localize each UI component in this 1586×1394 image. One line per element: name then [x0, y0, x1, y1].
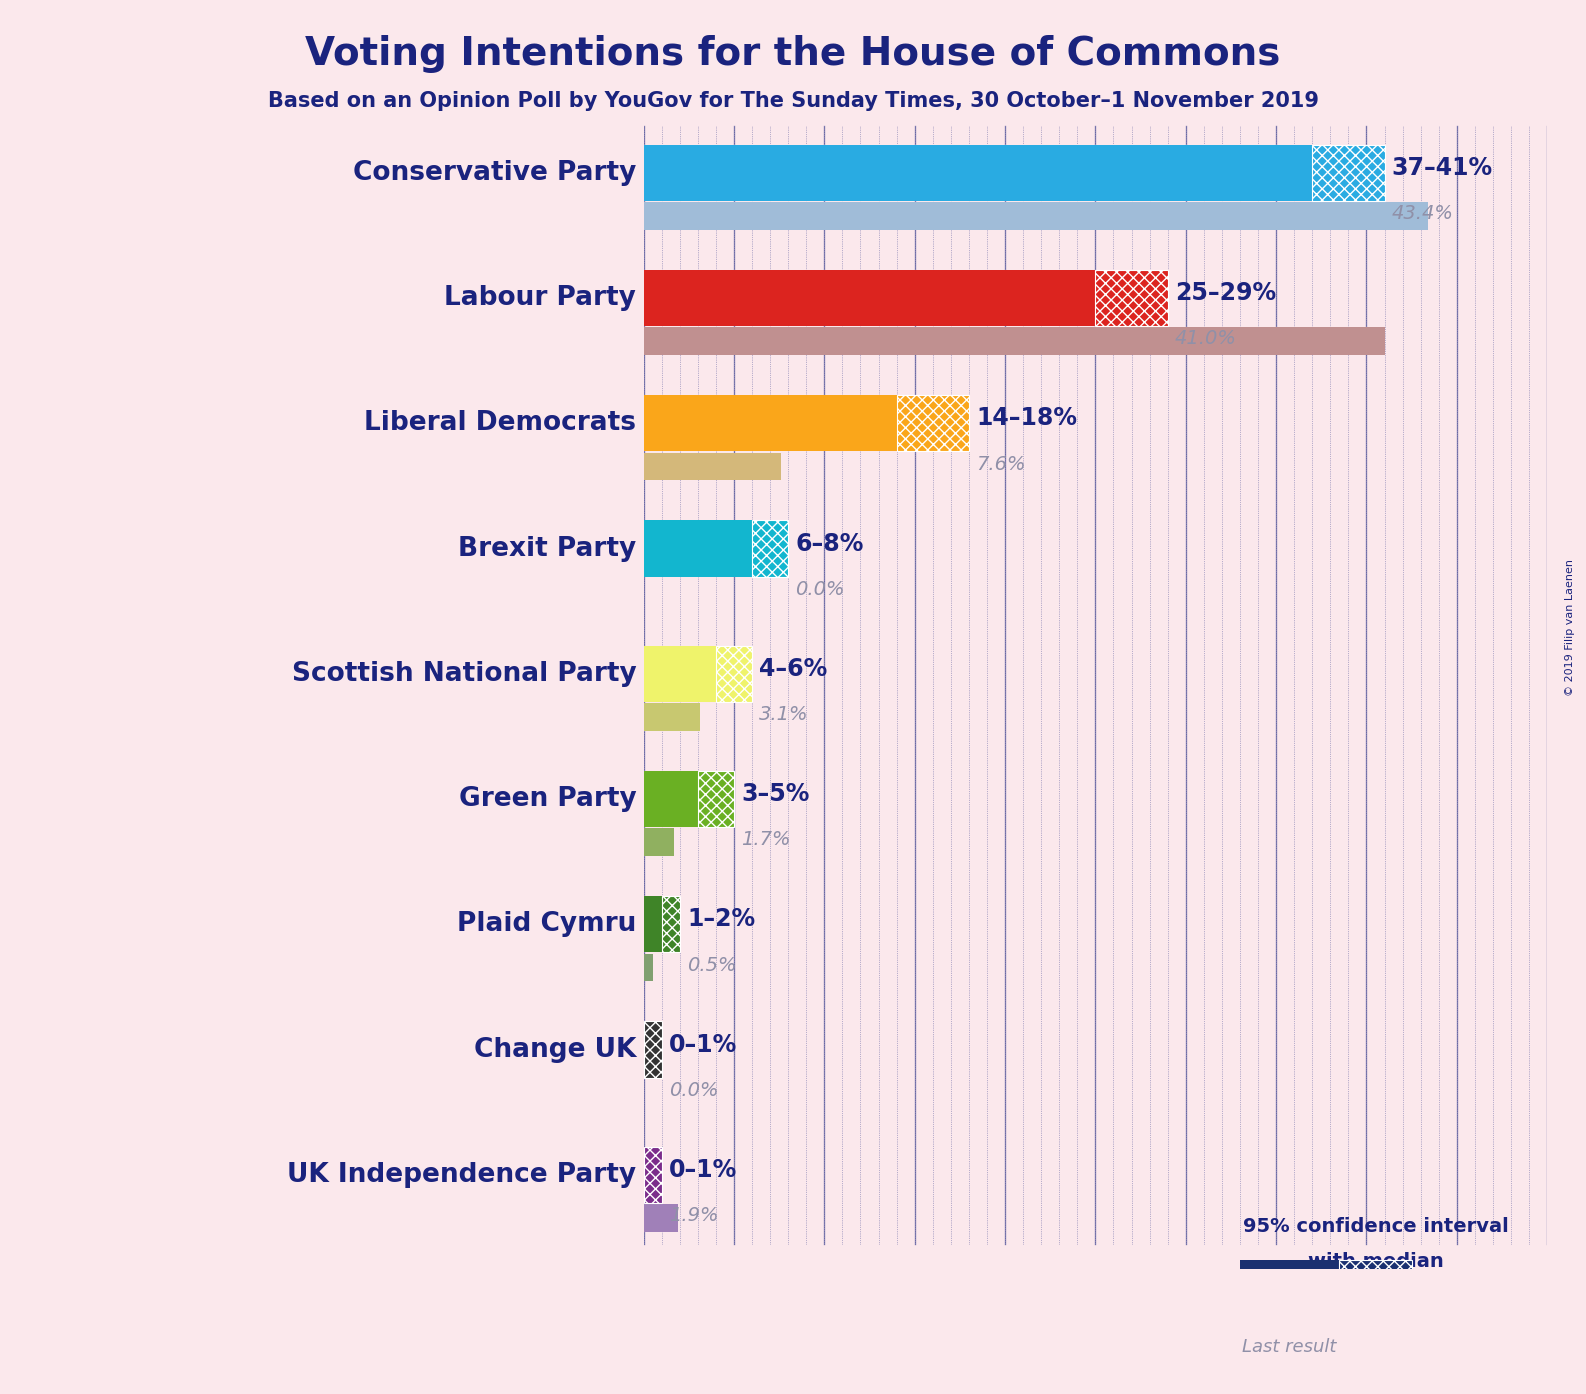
Bar [644, 703, 699, 730]
Bar [644, 453, 780, 481]
Bar [644, 270, 1096, 326]
Text: Based on an Opinion Poll by YouGov for The Sunday Times, 30 October–1 November 2: Based on an Opinion Poll by YouGov for T… [268, 91, 1318, 110]
Text: Last result: Last result [1242, 1338, 1337, 1355]
Text: 3.1%: 3.1% [760, 705, 809, 723]
Text: 0.5%: 0.5% [687, 955, 736, 974]
Bar [896, 395, 969, 452]
Text: 6–8%: 6–8% [796, 531, 864, 556]
Bar [1339, 1260, 1412, 1295]
Text: 1–2%: 1–2% [687, 907, 755, 931]
Bar [715, 645, 752, 703]
Bar [644, 202, 1427, 230]
Bar [644, 1022, 661, 1078]
Text: 41.0%: 41.0% [1175, 329, 1237, 348]
Bar [644, 1147, 661, 1203]
Text: © 2019 Filip van Laenen: © 2019 Filip van Laenen [1565, 559, 1575, 696]
Bar [1312, 145, 1385, 201]
Bar [644, 328, 1385, 355]
Bar [644, 1147, 661, 1203]
Text: 0.0%: 0.0% [669, 1080, 718, 1100]
Bar [698, 771, 734, 827]
Text: 4–6%: 4–6% [760, 657, 828, 680]
Text: with median: with median [1307, 1252, 1443, 1271]
Bar [644, 645, 715, 703]
Text: 25–29%: 25–29% [1175, 282, 1277, 305]
Bar [1240, 1299, 1339, 1322]
Text: UK Independence Party: UK Independence Party [287, 1161, 636, 1188]
Bar [752, 520, 788, 577]
Text: Conservative Party: Conservative Party [354, 160, 636, 185]
Bar [644, 1204, 677, 1232]
Text: 7.6%: 7.6% [975, 454, 1026, 474]
Text: Voting Intentions for the House of Commons: Voting Intentions for the House of Commo… [306, 35, 1280, 72]
Bar [644, 1022, 661, 1078]
Text: 95% confidence interval: 95% confidence interval [1243, 1217, 1508, 1235]
Text: 3–5%: 3–5% [741, 782, 809, 806]
Text: 37–41%: 37–41% [1393, 156, 1492, 180]
Bar [644, 896, 661, 952]
Text: 14–18%: 14–18% [975, 406, 1077, 431]
Text: Labour Party: Labour Party [444, 284, 636, 311]
Text: Liberal Democrats: Liberal Democrats [365, 410, 636, 436]
Text: Scottish National Party: Scottish National Party [292, 661, 636, 687]
Text: 1.7%: 1.7% [741, 831, 791, 849]
Bar [752, 520, 788, 577]
Bar [644, 395, 896, 452]
Bar [661, 896, 680, 952]
Bar [644, 145, 1312, 201]
Bar [698, 771, 734, 827]
Bar [644, 771, 698, 827]
Text: 43.4%: 43.4% [1393, 204, 1454, 223]
Text: Change UK: Change UK [474, 1037, 636, 1062]
Bar [644, 520, 752, 577]
Text: Green Party: Green Party [458, 786, 636, 813]
Bar [661, 896, 680, 952]
Text: 0–1%: 0–1% [669, 1033, 737, 1057]
Bar [896, 395, 969, 452]
Text: 0.0%: 0.0% [796, 580, 845, 599]
Bar [1240, 1260, 1339, 1295]
Text: Plaid Cymru: Plaid Cymru [457, 912, 636, 937]
Bar [644, 953, 652, 981]
Text: 0–1%: 0–1% [669, 1158, 737, 1182]
Bar [644, 828, 674, 856]
Bar [1096, 270, 1167, 326]
Bar [1096, 270, 1167, 326]
Bar [1312, 145, 1385, 201]
Bar [715, 645, 752, 703]
Bar [1339, 1260, 1412, 1295]
Text: Brexit Party: Brexit Party [458, 535, 636, 562]
Text: 1.9%: 1.9% [669, 1206, 718, 1225]
